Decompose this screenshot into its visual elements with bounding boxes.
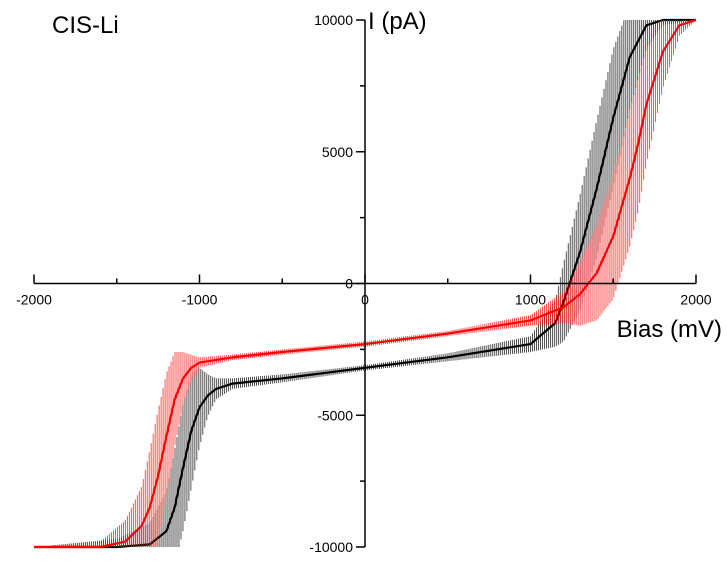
series-1 — [34, 18, 696, 549]
x-ticks: -2000 -1000 0 1000 2000 — [16, 274, 712, 308]
series-1-line — [34, 18, 696, 549]
series-2-line — [34, 18, 697, 549]
x-tick-label: -2000 — [16, 292, 52, 308]
series-2 — [34, 18, 697, 549]
y-tick-label: -5000 — [317, 407, 353, 423]
x-tick-label: 2000 — [680, 292, 711, 308]
axes-layer: -2000 -1000 0 1000 2000 1000050000-5000-1000… — [16, 12, 712, 555]
y-tick-label: 10000 — [314, 12, 353, 28]
y-tick-label: -10000 — [309, 539, 353, 555]
y-tick-label: 0 — [345, 276, 353, 292]
y-tick-label: 5000 — [322, 144, 353, 160]
x-axis-title: Bias (mV) — [617, 316, 722, 343]
x-tick-label: 1000 — [515, 292, 546, 308]
chart-title: CIS-Li — [52, 12, 119, 39]
y-ticks: 10000 5000 0 -5000 -10000 — [309, 12, 365, 555]
y-axis-title: I (pA) — [368, 8, 427, 35]
series-layer — [34, 18, 697, 549]
x-tick-label: -1000 — [182, 292, 218, 308]
x-tick-label: 0 — [361, 292, 369, 308]
